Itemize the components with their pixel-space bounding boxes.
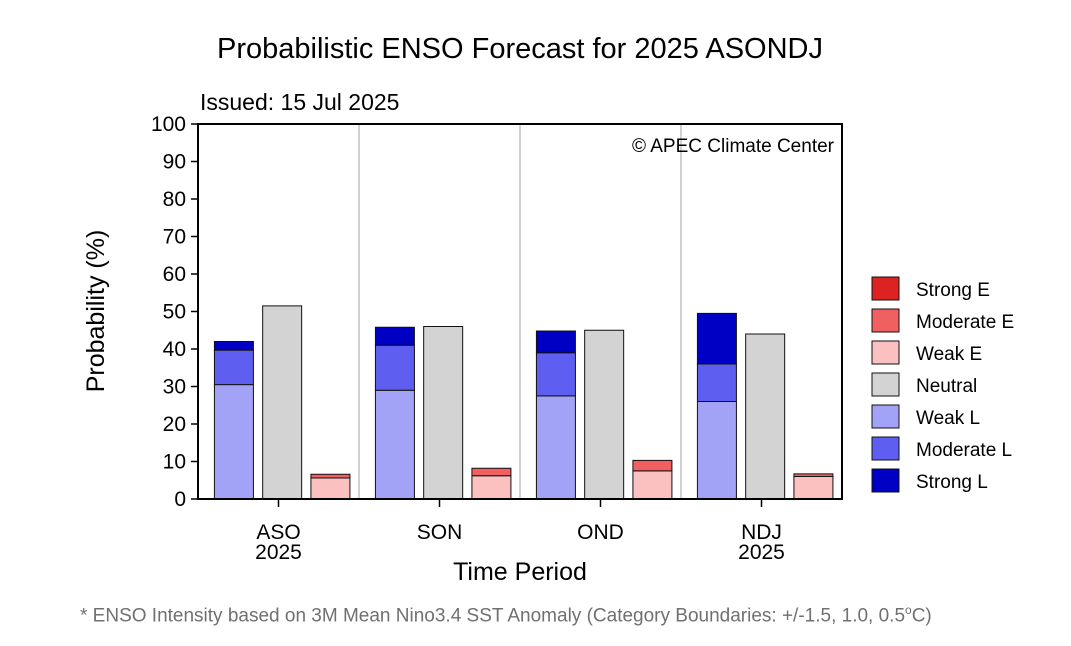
bar-neutral xyxy=(584,329,625,500)
bar-weak-e xyxy=(310,477,351,500)
x-tick-label-year: 2025 xyxy=(255,541,302,564)
bar-moderate-e xyxy=(471,467,512,477)
legend-label: Neutral xyxy=(916,376,977,397)
bar-moderate-e xyxy=(632,459,673,472)
bar-strong-l xyxy=(374,326,415,346)
degree-mark: o xyxy=(905,603,912,617)
bar-neutral xyxy=(423,326,464,500)
y-tick-label: 50 xyxy=(163,301,186,324)
chart-subtitle: Issued: 15 Jul 2025 xyxy=(200,89,399,115)
bar-group xyxy=(213,305,834,500)
enso-forecast-chart: Probabilistic ENSO Forecast for 2025 ASO… xyxy=(82,33,1014,586)
bar-strong-l xyxy=(213,341,254,351)
x-tick-label: NDJ xyxy=(741,521,782,544)
bar-weak-e xyxy=(632,470,673,500)
y-axis: 0 10 20 30 40 50 60 70 80 90 100 xyxy=(151,113,198,511)
bar-strong-l xyxy=(696,312,737,365)
y-tick-label: 80 xyxy=(163,188,186,211)
bar-weak-l xyxy=(374,389,415,500)
bar-weak-l xyxy=(213,384,254,500)
legend-label: Strong E xyxy=(916,280,990,301)
y-tick-label: 100 xyxy=(151,113,186,136)
period-dividers xyxy=(358,124,682,499)
bar-weak-l xyxy=(696,401,737,500)
legend-swatch-weak-l xyxy=(871,404,900,429)
y-tick-label: 30 xyxy=(163,376,186,399)
bar-neutral xyxy=(745,333,786,500)
legend: Strong E Moderate E Weak E Neutral Weak L Mod… xyxy=(871,276,1014,493)
legend-swatch-strong-e xyxy=(871,276,900,301)
y-tick-label: 10 xyxy=(163,451,186,474)
legend-label: Moderate E xyxy=(916,312,1014,333)
bar-weak-e xyxy=(471,475,512,500)
x-tick-label: OND xyxy=(577,521,624,544)
bar-moderate-l xyxy=(374,344,415,391)
y-tick-label: 90 xyxy=(163,151,186,174)
bar-moderate-l xyxy=(696,363,737,402)
bar-moderate-e xyxy=(793,473,834,477)
y-tick-label: 20 xyxy=(163,413,186,436)
legend-swatch-neutral xyxy=(871,372,900,397)
footnote-unit: C) xyxy=(911,605,932,627)
x-tick-label-year: 2025 xyxy=(738,541,785,564)
bar-moderate-l xyxy=(213,349,254,386)
legend-label: Weak E xyxy=(916,344,982,365)
bar-moderate-l xyxy=(535,352,576,397)
y-tick-label: 0 xyxy=(174,488,186,511)
bar-weak-l xyxy=(535,395,576,500)
bar-moderate-e xyxy=(310,473,351,479)
legend-label: Strong L xyxy=(916,472,988,493)
chart-title: Probabilistic ENSO Forecast for 2025 ASO… xyxy=(217,33,823,65)
x-tick-label: SON xyxy=(417,521,463,544)
credit-text: © APEC Climate Center xyxy=(632,136,835,157)
legend-swatch-moderate-e xyxy=(871,308,900,333)
y-tick-label: 60 xyxy=(163,263,186,286)
y-axis-label: Probability (%) xyxy=(82,230,110,393)
legend-swatch-strong-l xyxy=(871,468,900,493)
x-tick-label: ASO xyxy=(256,521,300,544)
x-axis-label: Time Period xyxy=(453,558,587,586)
footnote-text: * ENSO Intensity based on 3M Mean Nino3.… xyxy=(80,605,906,627)
legend-swatch-moderate-l xyxy=(871,436,900,461)
legend-label: Weak L xyxy=(916,408,980,429)
bar-weak-e xyxy=(793,476,834,500)
footnote: * ENSO Intensity based on 3M Mean Nino3.… xyxy=(80,603,932,627)
bar-neutral xyxy=(262,305,303,500)
legend-swatch-weak-e xyxy=(871,340,900,365)
legend-label: Moderate L xyxy=(916,440,1012,461)
y-tick-label: 70 xyxy=(163,226,186,249)
bar-strong-l xyxy=(535,330,576,354)
y-tick-label: 40 xyxy=(163,338,186,361)
